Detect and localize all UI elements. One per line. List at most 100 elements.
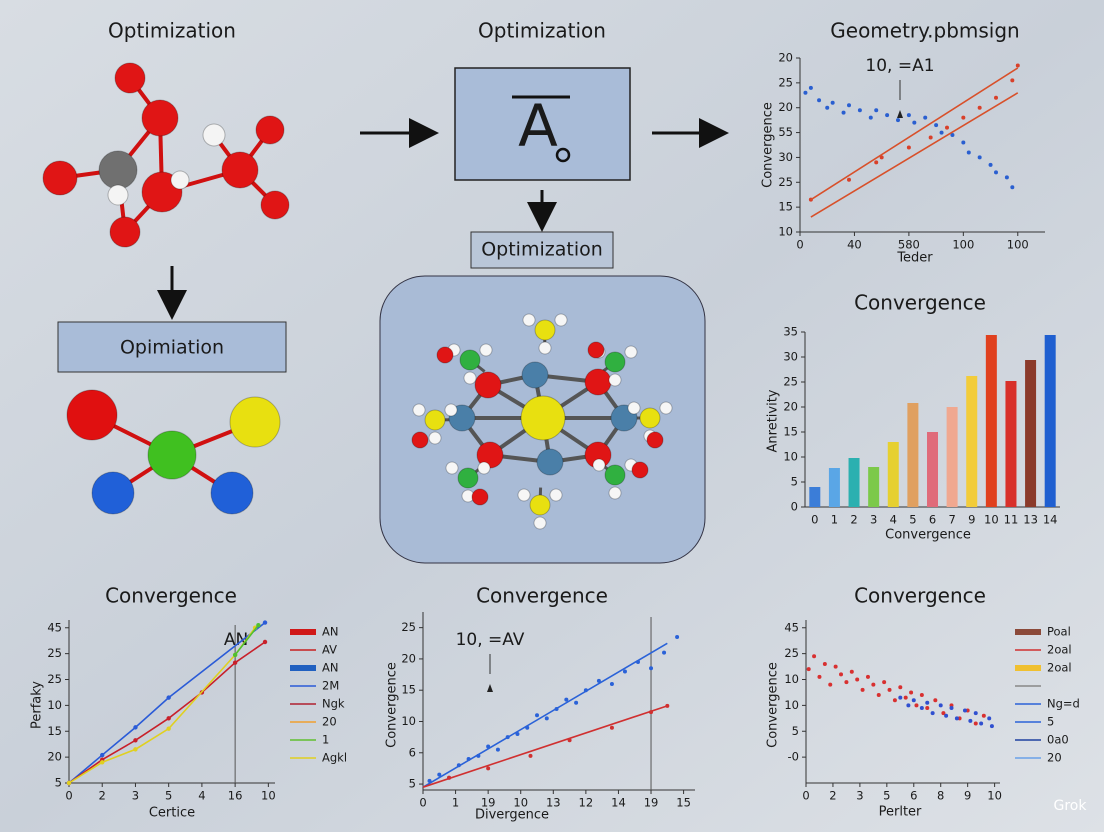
scatter-point (973, 721, 978, 726)
x-tick-label: 0 (796, 238, 803, 252)
y-tick-label: 20 (778, 51, 793, 65)
y-tick-label: 25 (401, 620, 416, 634)
legend-label: 20 (322, 715, 337, 729)
y-axis-label: Convergence (766, 662, 781, 748)
x-tick-label: 16 (228, 789, 243, 803)
bar (887, 442, 899, 507)
scatter-point (879, 155, 884, 160)
chart-title: Convergence (854, 291, 986, 315)
atom (584, 368, 612, 396)
atom (631, 461, 649, 479)
scatter-point (973, 711, 978, 716)
scatter-point (944, 713, 949, 718)
bar (848, 458, 860, 507)
scatter-point (1010, 185, 1015, 190)
x-tick-label: 2 (829, 789, 836, 803)
line-marker (262, 620, 268, 625)
x-axis-label: Divergence (475, 808, 549, 823)
scatter-point (923, 115, 928, 120)
bar (985, 335, 997, 507)
atom (412, 403, 426, 417)
line-marker (166, 726, 171, 731)
scatter-point (966, 150, 971, 155)
box-label: Opimiation (120, 337, 224, 359)
chart-title: Convergence (854, 584, 986, 608)
y-tick-label: 5 (791, 475, 798, 489)
panel-title: Optimization (108, 19, 236, 43)
scatter-point (928, 135, 933, 140)
scatter-point (865, 674, 870, 679)
y-axis-label: Perfaky (30, 681, 45, 729)
x-tick-label: 13 (546, 796, 561, 810)
x-axis-label: Certice (149, 806, 195, 821)
atom (411, 431, 429, 449)
y-tick-label: 6 (409, 745, 416, 759)
line-marker (133, 725, 138, 730)
atom (445, 461, 459, 475)
line-marker (262, 639, 268, 645)
scatter-point (803, 90, 808, 95)
legend-label: 20 (1047, 751, 1062, 765)
x-tick-label: 40 (847, 238, 862, 252)
scatter-point (977, 155, 982, 160)
panel-title: Optimization (478, 19, 606, 43)
atom (608, 486, 622, 500)
x-tick-label: 0 (811, 513, 818, 527)
scatter-point (609, 725, 614, 730)
atom (549, 488, 563, 502)
scatter-point (841, 110, 846, 115)
x-tick-label: 1 (452, 796, 459, 810)
atom (42, 160, 78, 196)
atom (436, 346, 454, 364)
bar (1005, 381, 1017, 507)
x-tick-label: 5 (909, 513, 916, 527)
chart-title: Convergence (105, 584, 237, 608)
scatter-point (437, 772, 442, 777)
atom (639, 407, 661, 429)
scatter-point (938, 703, 943, 708)
atom (107, 184, 129, 206)
scatter-point (876, 693, 881, 698)
scatter-point (830, 100, 835, 105)
legend-label: Ng=d (1047, 697, 1080, 711)
x-tick-label: 7 (948, 513, 955, 527)
scatter-point (868, 115, 873, 120)
scatter-point (828, 682, 833, 687)
scatter-point (833, 664, 838, 669)
legend-label: Agkl (322, 751, 347, 765)
x-tick-label: 14 (611, 796, 626, 810)
label-box (470, 231, 614, 269)
watermark: Grok (1054, 798, 1088, 814)
scatter-point (825, 105, 830, 110)
scatter-point (874, 160, 879, 165)
scatter-point (941, 711, 946, 716)
bar (809, 487, 821, 507)
scatter-point (609, 681, 614, 686)
scatter-point (662, 650, 667, 655)
scatter-point (962, 708, 967, 713)
x-tick-label: 100 (952, 238, 974, 252)
scatter-point (495, 747, 500, 752)
series-line (810, 67, 1019, 201)
formula-circle (555, 147, 571, 163)
scatter-point (822, 661, 827, 666)
x-tick-label: 13 (1023, 513, 1038, 527)
scatter-point (933, 698, 938, 703)
bar (927, 432, 938, 507)
atom (646, 431, 664, 449)
x-tick-label: 10 (984, 513, 999, 527)
scatter-point (844, 680, 849, 685)
scatter-point (903, 695, 908, 700)
scatter-point (622, 669, 627, 674)
scatter-point (945, 125, 949, 130)
scatter-point (906, 113, 911, 118)
scatter-point (930, 711, 935, 716)
molecules (42, 62, 673, 530)
atom (627, 401, 641, 415)
scatter-point (871, 682, 876, 687)
scatter-point (1010, 78, 1015, 83)
y-tick-label: 15 (778, 200, 793, 214)
scatter-point (994, 95, 998, 100)
scatter-point (857, 108, 862, 113)
